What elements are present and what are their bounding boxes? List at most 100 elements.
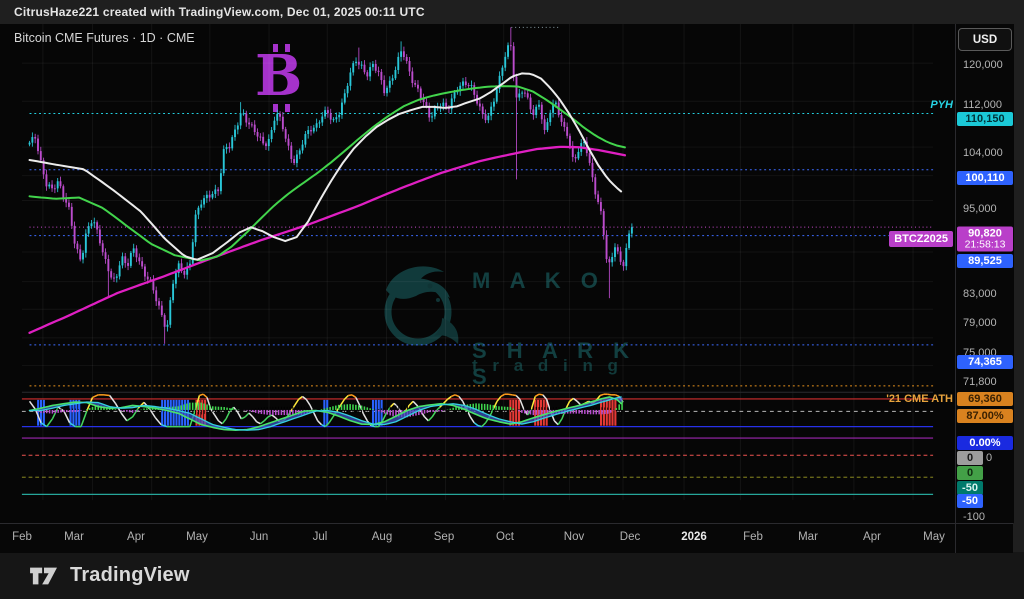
candle-body xyxy=(411,71,414,83)
candle-body xyxy=(583,141,585,144)
price-badge: -50 xyxy=(957,481,983,495)
candle-body xyxy=(70,206,73,226)
time-tick: Apr xyxy=(127,531,145,543)
price-axis[interactable]: 120,000 112,000 104,000 95,000 83,000 79,000 7… xyxy=(955,24,1014,523)
candle-body xyxy=(447,107,450,110)
candlestick-chart[interactable] xyxy=(0,24,955,523)
time-tick: 2026 xyxy=(681,531,707,543)
price-tick: 0 xyxy=(986,452,993,464)
candle-body xyxy=(369,67,372,77)
panel1-oscillator xyxy=(271,414,277,419)
candle-body xyxy=(394,69,397,79)
panel1-oscillator xyxy=(569,397,574,402)
candle-body xyxy=(535,106,538,116)
ma-fast-line xyxy=(28,72,623,261)
currency-toggle-button[interactable]: USD xyxy=(958,28,1012,51)
candle-body xyxy=(96,222,99,230)
candle-body xyxy=(554,102,557,105)
bitcoin-icon: B xyxy=(247,44,317,116)
candle-body xyxy=(433,107,436,117)
candle-body xyxy=(478,103,481,107)
candle-body xyxy=(366,72,369,77)
tradingview-brand[interactable]: TradingView xyxy=(70,564,190,586)
candle-body xyxy=(56,181,59,189)
candle-body xyxy=(37,138,39,152)
candle-body xyxy=(143,266,146,277)
candle-body xyxy=(523,92,526,94)
candle-body xyxy=(293,159,296,164)
panel1-oscillator xyxy=(313,412,319,422)
candle-body xyxy=(87,226,90,234)
candle-body xyxy=(450,98,453,110)
time-tick: Oct xyxy=(496,531,514,543)
tradingview-logo-icon[interactable] xyxy=(28,563,60,589)
candle-body xyxy=(127,263,130,266)
panel1-oscillator xyxy=(214,414,220,422)
panel1-oscillator xyxy=(256,421,261,425)
panel1-oscillator xyxy=(534,393,540,398)
candle-body xyxy=(487,115,490,121)
candle-body xyxy=(234,129,236,138)
candle-body xyxy=(355,61,357,64)
time-axis[interactable]: Feb Mar Apr May Jun Jul Aug Sep Oct Nov Dec 2026 Feb… xyxy=(0,523,1013,553)
panel1-oscillator xyxy=(431,410,437,418)
panel1-oscillator xyxy=(454,394,460,398)
candle-body xyxy=(546,122,549,130)
price-tick: -100 xyxy=(963,511,986,523)
candle-body xyxy=(504,56,507,68)
candle-body xyxy=(79,249,82,260)
candle-body xyxy=(155,290,158,302)
candle-body xyxy=(76,243,79,250)
candle-body xyxy=(552,104,555,113)
candle-body xyxy=(101,243,104,253)
symbol-legend[interactable]: Bitcoin CME Futures · 1D · CME xyxy=(14,31,195,45)
level-label: '21 CME ATH xyxy=(886,393,953,405)
candle-body xyxy=(211,193,214,198)
panel1-oscillator xyxy=(305,398,311,406)
price-badge: 0.00% xyxy=(957,436,1013,450)
panel1-oscillator xyxy=(131,407,139,418)
candle-body xyxy=(338,114,341,118)
candle-body xyxy=(236,125,239,130)
candle-body xyxy=(481,106,484,115)
candle-body xyxy=(214,189,217,194)
price-badge: 100,110 xyxy=(957,171,1013,185)
candle-body xyxy=(53,188,56,190)
candle-body xyxy=(90,223,93,227)
panel1-oscillator xyxy=(496,395,502,402)
candle-body xyxy=(343,93,346,103)
right-margin xyxy=(1013,24,1024,552)
candle-body xyxy=(245,113,248,123)
candle-body xyxy=(310,130,312,132)
candle-body xyxy=(203,198,206,205)
candle-body xyxy=(495,89,498,102)
candle-body xyxy=(228,146,231,149)
candle-body xyxy=(273,120,276,131)
candle-body xyxy=(484,114,487,121)
candle-body xyxy=(113,277,115,279)
candle-body xyxy=(377,70,380,72)
price-badge: 89,525 xyxy=(957,254,1013,268)
panel2-main-line xyxy=(28,396,622,431)
time-tick: Nov xyxy=(563,531,585,543)
axis-corner xyxy=(955,524,1014,553)
candle-body xyxy=(402,51,405,58)
candle-body xyxy=(174,273,177,284)
candle-body xyxy=(253,124,256,132)
panel1-oscillator xyxy=(267,414,273,418)
candle-body xyxy=(107,258,110,272)
panel1-oscillator xyxy=(229,406,235,412)
time-tick: Aug xyxy=(371,531,393,543)
candle-body xyxy=(219,173,222,192)
candle-body xyxy=(248,122,251,125)
currency-label: USD xyxy=(972,33,998,46)
candle-body xyxy=(529,97,532,110)
candle-body xyxy=(346,85,349,94)
time-tick: Jun xyxy=(249,531,269,543)
candle-body xyxy=(341,102,343,115)
candle-body xyxy=(414,82,417,85)
candle-body xyxy=(467,85,470,87)
attribution-bar: CitrusHaze221 created with TradingView.c… xyxy=(0,0,1024,25)
candle-body xyxy=(498,75,501,90)
candle-body xyxy=(560,115,563,122)
